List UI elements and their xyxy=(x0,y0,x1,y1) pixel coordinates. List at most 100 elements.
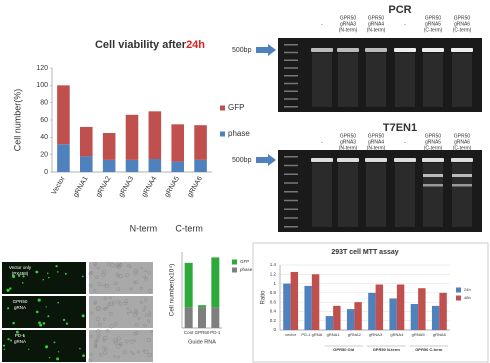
cell xyxy=(133,332,137,336)
legend-swatch xyxy=(456,287,461,293)
ladder-band xyxy=(284,191,298,193)
group-label: GPR50 C-term xyxy=(415,347,443,352)
cell xyxy=(129,310,133,314)
cell xyxy=(105,329,110,333)
cell-dot xyxy=(17,274,21,277)
legend-swatch xyxy=(232,259,237,265)
cell xyxy=(102,350,107,355)
cell xyxy=(116,287,121,292)
cell-dot xyxy=(12,321,15,325)
cell xyxy=(95,316,100,321)
legend-swatch xyxy=(220,131,225,137)
legend-label: 24h xyxy=(464,287,471,292)
cell xyxy=(90,311,94,315)
bar xyxy=(325,316,334,330)
bar-segment xyxy=(57,85,70,145)
x-axis-label: Guide RNA xyxy=(188,339,216,345)
y-tick-label: 40 xyxy=(40,134,48,141)
lane-label: GPR50 xyxy=(368,15,385,21)
legend-label: 48h xyxy=(464,295,471,300)
cell xyxy=(95,275,99,280)
ladder-band xyxy=(284,59,298,61)
lane-label: gRNA4 xyxy=(368,139,384,145)
bar xyxy=(283,283,291,330)
cell xyxy=(133,268,138,274)
bar-segment xyxy=(102,133,116,160)
bar-segment xyxy=(125,114,139,160)
gel-band xyxy=(311,48,333,52)
lane-label: GPR50 xyxy=(340,133,357,139)
y-tick-label: 0 xyxy=(273,327,276,332)
ladder-band xyxy=(284,208,298,210)
cell-dot xyxy=(48,356,51,359)
gel-title: T7EN1 xyxy=(383,122,417,134)
ladder-band xyxy=(284,226,298,228)
cell xyxy=(140,266,143,270)
ladder-band xyxy=(284,106,298,108)
cell xyxy=(94,344,98,348)
x-tick-label: gRNA4 xyxy=(390,332,404,337)
bar-segment xyxy=(194,159,207,172)
bar xyxy=(431,305,440,330)
bar xyxy=(290,271,299,330)
group-label: C-term xyxy=(175,223,203,233)
x-tick-label: Cont xyxy=(184,330,194,335)
lane-label: GPR50 xyxy=(425,133,442,139)
x-tick-label: gRNA3 xyxy=(118,175,135,198)
bar xyxy=(375,284,384,330)
cell-dot xyxy=(57,351,60,353)
y-tick-label: 60 xyxy=(40,117,48,124)
micrograph-label: Vector only xyxy=(9,265,32,270)
legend-label: phase xyxy=(240,267,253,272)
gel-band xyxy=(451,158,473,162)
panel-border xyxy=(252,242,489,363)
cell-dot xyxy=(9,287,12,290)
cell xyxy=(119,263,123,267)
legend-swatch xyxy=(232,267,237,273)
y-tick-label: 80 xyxy=(40,100,48,107)
cell xyxy=(89,352,93,357)
x-tick-label: gRNA4 xyxy=(141,175,158,198)
lane-label: (C-term) xyxy=(424,145,443,151)
x-tick-label: gRNA3 xyxy=(369,332,383,337)
lane-label: - xyxy=(404,139,406,145)
lane-label: - xyxy=(321,21,323,27)
ladder-band xyxy=(284,199,298,202)
gel-band xyxy=(311,158,333,162)
marker-label: 500bp xyxy=(232,47,252,54)
cell xyxy=(114,322,118,326)
y-axis-label: Cell number(x10⁴) xyxy=(169,264,176,317)
x-tick-label: gRNA1 xyxy=(72,175,89,198)
cell xyxy=(123,350,127,355)
bar-segment xyxy=(194,125,207,160)
cell xyxy=(89,271,94,275)
ladder-band xyxy=(284,98,298,100)
cell xyxy=(150,330,154,333)
cell-dot xyxy=(56,271,59,273)
x-tick-label: Vector xyxy=(51,175,67,196)
cell-dot xyxy=(47,272,49,275)
cell xyxy=(148,313,152,317)
lane-label: GPR50 xyxy=(454,133,471,139)
cell xyxy=(146,337,151,343)
x-tick-label: vector xyxy=(285,332,297,337)
gel-title: PCR xyxy=(388,4,411,16)
cell xyxy=(136,350,140,354)
bar-segment xyxy=(125,159,139,172)
lane-label: gRNA3 xyxy=(340,139,356,145)
cell-dot xyxy=(10,339,13,342)
ladder-band xyxy=(284,217,298,219)
x-tick-label: gRNA2 xyxy=(348,332,362,337)
cell xyxy=(147,271,151,275)
chart-title: 293T cell MTT assay xyxy=(331,249,398,256)
gel-smear xyxy=(366,53,386,107)
lane-label: (N-term) xyxy=(339,145,358,151)
cell xyxy=(119,342,123,347)
ladder-band xyxy=(284,75,298,77)
cell-dot xyxy=(7,307,10,310)
legend-swatch xyxy=(220,105,225,111)
bar xyxy=(439,292,447,330)
cell-dot xyxy=(3,348,5,351)
cell xyxy=(142,308,145,312)
cell xyxy=(132,312,138,317)
